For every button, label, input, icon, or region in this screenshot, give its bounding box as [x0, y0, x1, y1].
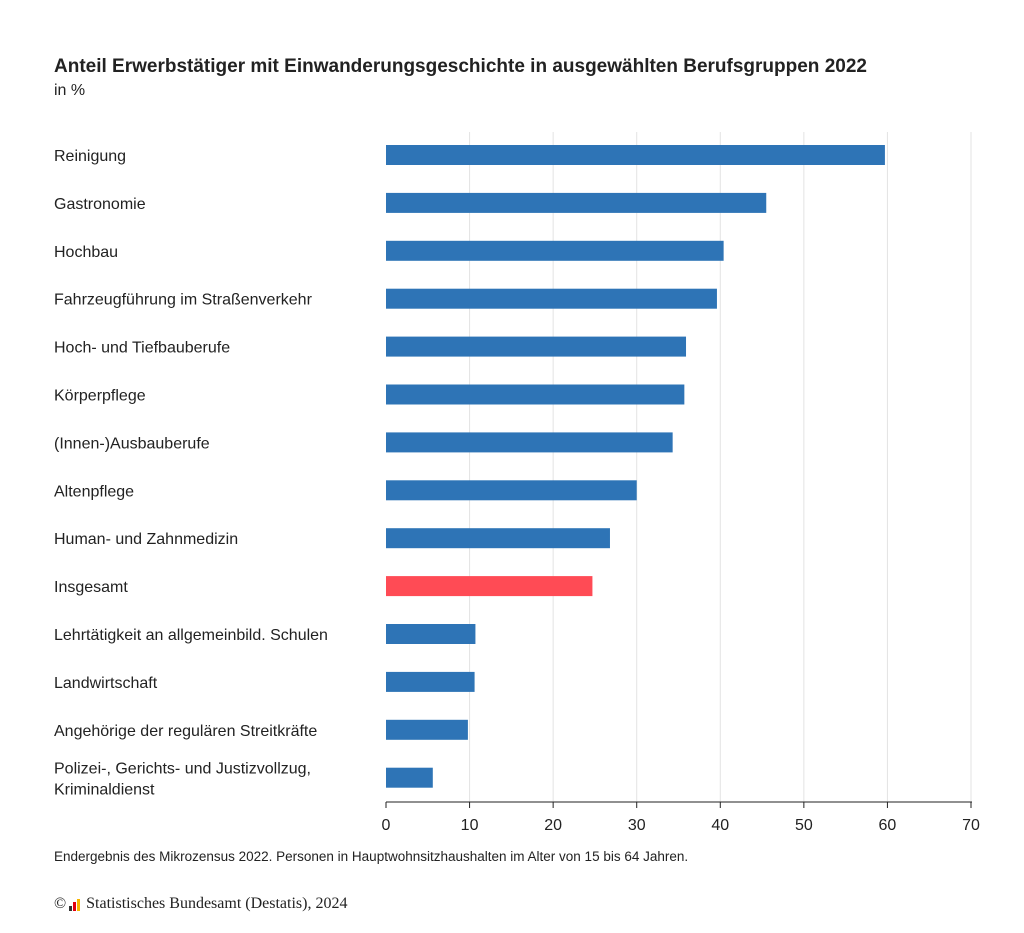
bar [386, 288, 717, 309]
x-tick-label: 70 [962, 817, 980, 834]
bar [386, 240, 724, 261]
copyright-symbol: © [54, 895, 67, 912]
bars [386, 145, 885, 788]
bar [386, 480, 637, 501]
source-credit: © Statistisches Bundesamt (Destatis), 20… [54, 895, 347, 913]
category-label: Körperpflege [54, 388, 146, 405]
x-tick-label: 30 [628, 817, 646, 834]
bar [386, 671, 475, 692]
category-label: Human- und Zahnmedizin [54, 531, 238, 548]
x-tick-label: 50 [795, 817, 813, 834]
category-label: Fahrzeugführung im Straßenverkehr [54, 292, 313, 309]
category-label: Altenpflege [54, 483, 134, 500]
x-tick-label: 0 [382, 817, 391, 834]
category-label: Gastronomie [54, 196, 146, 213]
category-label: Angehörige der regulären Streitkräfte [54, 723, 317, 740]
x-tick-label: 60 [879, 817, 897, 834]
bar [386, 336, 687, 357]
chart-title: Anteil Erwerbstätiger mit Einwanderungsg… [54, 56, 867, 77]
x-tick-label: 20 [544, 817, 562, 834]
credit-text: Statistisches Bundesamt (Destatis), 2024 [86, 895, 348, 912]
gridlines [469, 132, 972, 802]
bar [386, 384, 685, 405]
bar [386, 528, 610, 549]
category-label: Polizei-, Gerichts- und Justizvollzug, Kr… [54, 761, 311, 799]
x-axis: 0 10 20 30 40 50 60 70 [382, 801, 980, 834]
category-label: Reinigung [54, 148, 126, 165]
category-label: Hoch- und Tiefbauberufe [54, 340, 230, 357]
bar [386, 719, 468, 740]
bar [386, 624, 476, 644]
bar [386, 432, 673, 453]
chart-subtitle: in % [54, 82, 86, 99]
category-labels: Reinigung Gastronomie Hochbau Fahrzeugführu… [54, 148, 328, 799]
category-label: Hochbau [54, 244, 118, 261]
destatis-logo-icon [69, 898, 81, 911]
category-label: Insgesamt [54, 579, 128, 596]
x-tick-label: 40 [711, 817, 729, 834]
bar [386, 192, 767, 213]
bar [386, 145, 885, 165]
x-tick-label: 10 [461, 817, 479, 834]
bar [386, 767, 433, 788]
footnote: Endergebnis des Mikrozensus 2022. Person… [54, 849, 689, 864]
bar-chart: Reinigung Gastronomie Hochbau Fahrzeugführu… [54, 132, 980, 834]
category-label: Landwirtschaft [54, 675, 158, 692]
bar [386, 576, 593, 597]
category-label: Lehrtätigkeit an allgemeinbild. Schulen [54, 627, 328, 644]
category-label: (Innen-)Ausbauberufe [54, 435, 210, 452]
